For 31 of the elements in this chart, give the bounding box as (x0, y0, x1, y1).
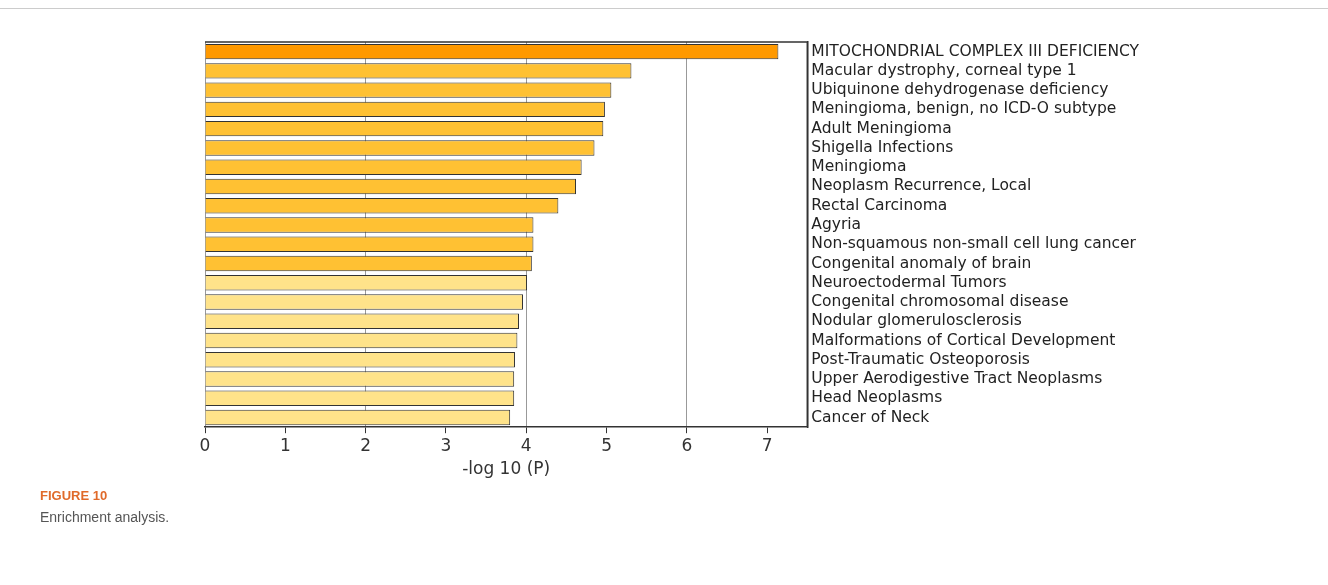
y-tick-label: Cancer of Neck (811, 407, 930, 426)
x-tick-label: 0 (199, 434, 211, 455)
x-tick-label: 2 (360, 434, 372, 455)
y-tick-label: Nodular glomerulosclerosis (811, 311, 1022, 330)
x-tick-label: 7 (761, 434, 773, 455)
y-tick-label: Shigella Infections (811, 137, 954, 156)
y-tick-label: Macular dystrophy, corneal type 1 (811, 60, 1077, 79)
text: Enrichment analysis. (40, 509, 170, 525)
caption: FIGURE 10 (40, 488, 109, 503)
y-tick-label: Malformations of Cortical Development (811, 330, 1116, 349)
y-tick-label: Head Neoplasms (811, 388, 943, 407)
x-axis-title: -log 10 (P) (462, 458, 551, 479)
y-tick-label: Agyria (811, 215, 862, 233)
y-tick-label: Neoplasm Recurrence, Local (811, 176, 1032, 195)
y-tick-label: Congenital chromosomal disease (811, 292, 1069, 311)
y-tick-label: Post-Traumatic Osteoporosis (811, 349, 1030, 368)
y-tick-label: Meningioma, benign, no ICD-O subtype (811, 99, 1117, 118)
y-tick-label: Adult Meningioma (811, 118, 952, 137)
y-tick-label: MITOCHONDRIAL COMPLEX III DEFICIENCY (811, 41, 1140, 60)
y-tick-label: Ubiquinone dehydrogenase deficiency (811, 80, 1109, 99)
y-tick-label: Non-squamous non-small cell lung cancer (811, 234, 1137, 253)
x-tick-label: 1 (279, 434, 291, 455)
x-tick-label: 3 (440, 434, 452, 455)
y-tick-label: Neuroectodermal Tumors (811, 272, 1007, 291)
y-tick-label: Congenital anomaly of brain (811, 253, 1032, 272)
x-tick-label: 5 (601, 434, 612, 455)
y-tick-label: Upper Aerodigestive Tract Neoplasms (811, 369, 1103, 388)
x-tick-label: 6 (681, 434, 693, 455)
y-tick-label: Rectal Carcinoma (811, 195, 948, 214)
x-tick-label: 4 (520, 434, 532, 455)
y-tick-label: Meningioma (811, 157, 907, 176)
